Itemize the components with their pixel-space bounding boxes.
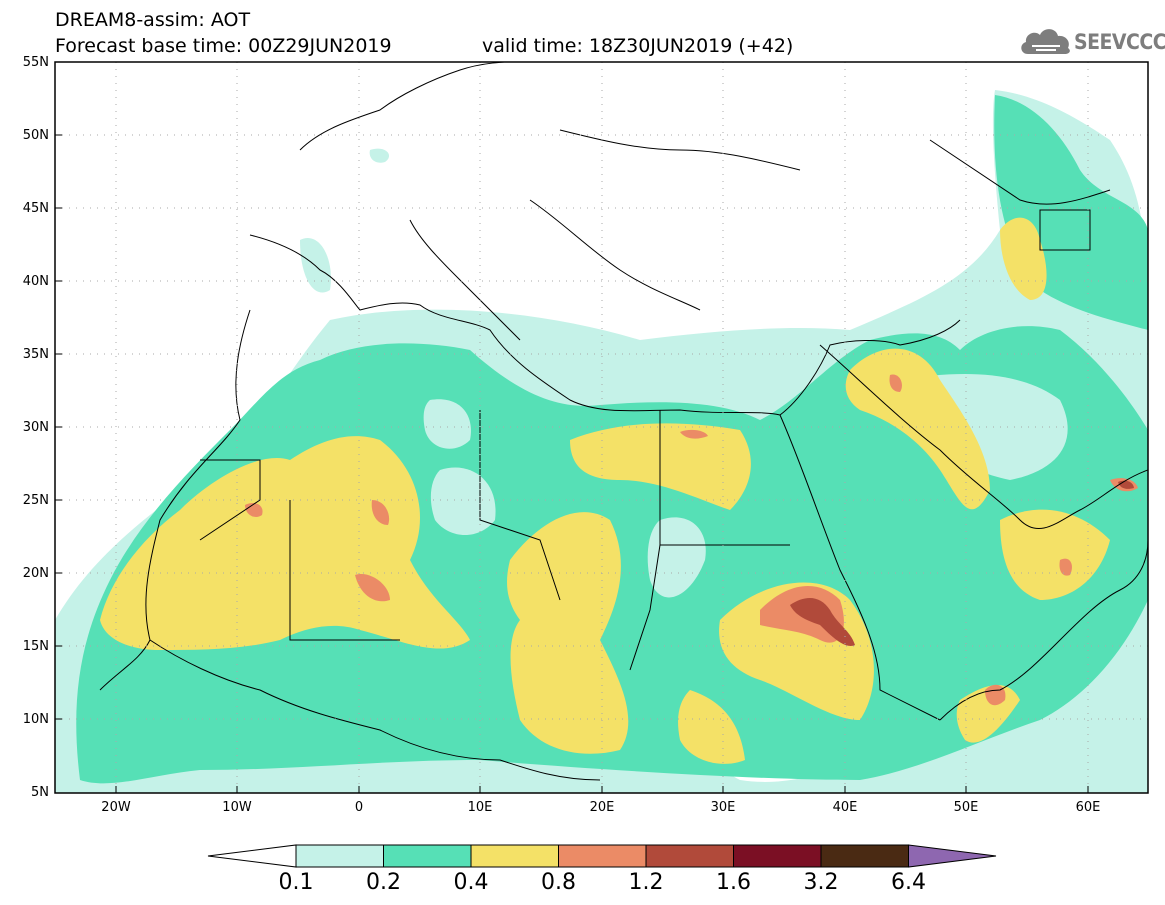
colorbar-label: 1.2 — [628, 870, 664, 895]
colorbar-label: 6.4 — [891, 870, 926, 895]
colorbar — [207, 844, 997, 868]
lat-label: 45N — [22, 201, 49, 216]
graticule — [55, 62, 1148, 793]
lon-label: 30E — [710, 800, 736, 815]
colorbar-label: 0.1 — [278, 870, 314, 895]
colorbar-high-arrow — [908, 844, 997, 868]
colorbar-swatch — [645, 844, 734, 868]
lat-label: 20N — [22, 566, 49, 581]
lon-label: 40E — [832, 800, 858, 815]
tick-marks — [55, 61, 1089, 793]
lon-label: 10W — [222, 800, 252, 815]
logo-text: SEEVCCC — [1074, 30, 1165, 54]
valid-time: valid time: 18Z30JUN2019 (+42) — [482, 35, 794, 57]
seevccc-logo: SEEVCCC — [1018, 24, 1165, 58]
lon-label: 60E — [1075, 800, 1101, 815]
lat-label: 35N — [22, 347, 49, 362]
lat-label: 25N — [22, 493, 49, 508]
cloud-icon — [1021, 29, 1070, 54]
lat-label: 30N — [22, 420, 49, 435]
lat-label: 40N — [22, 274, 49, 289]
colorbar-low-arrow — [207, 844, 297, 868]
lat-label: 5N — [31, 785, 49, 800]
base-time: Forecast base time: 00Z29JUN2019 — [55, 35, 392, 57]
colorbar-label: 0.2 — [366, 870, 401, 895]
colorbar-label: 0.4 — [453, 870, 489, 895]
colorbar-swatch — [558, 844, 647, 868]
lon-label: 20E — [589, 800, 615, 815]
aot-field — [55, 90, 1148, 793]
lon-label: 10E — [467, 800, 493, 815]
lon-label: 50E — [953, 800, 979, 815]
colorbar-label: 0.8 — [541, 870, 576, 895]
colorbar-label: 1.6 — [716, 870, 751, 895]
colorbar-label: 3.2 — [803, 870, 839, 895]
colorbar-swatch — [820, 844, 909, 868]
product-title: DREAM8-assim: AOT — [55, 9, 251, 31]
lat-label: 10N — [22, 712, 49, 727]
lat-label: 55N — [22, 55, 49, 70]
colorbar-swatch — [733, 844, 822, 868]
lon-label: 20W — [101, 800, 131, 815]
colorbar-swatch — [470, 844, 559, 868]
colorbar-swatch — [383, 844, 472, 868]
coastlines — [99, 62, 1148, 781]
colorbar-swatch — [295, 844, 384, 868]
lon-label: 0 — [354, 800, 364, 815]
lat-label: 15N — [22, 639, 49, 654]
lat-label: 50N — [22, 128, 49, 143]
